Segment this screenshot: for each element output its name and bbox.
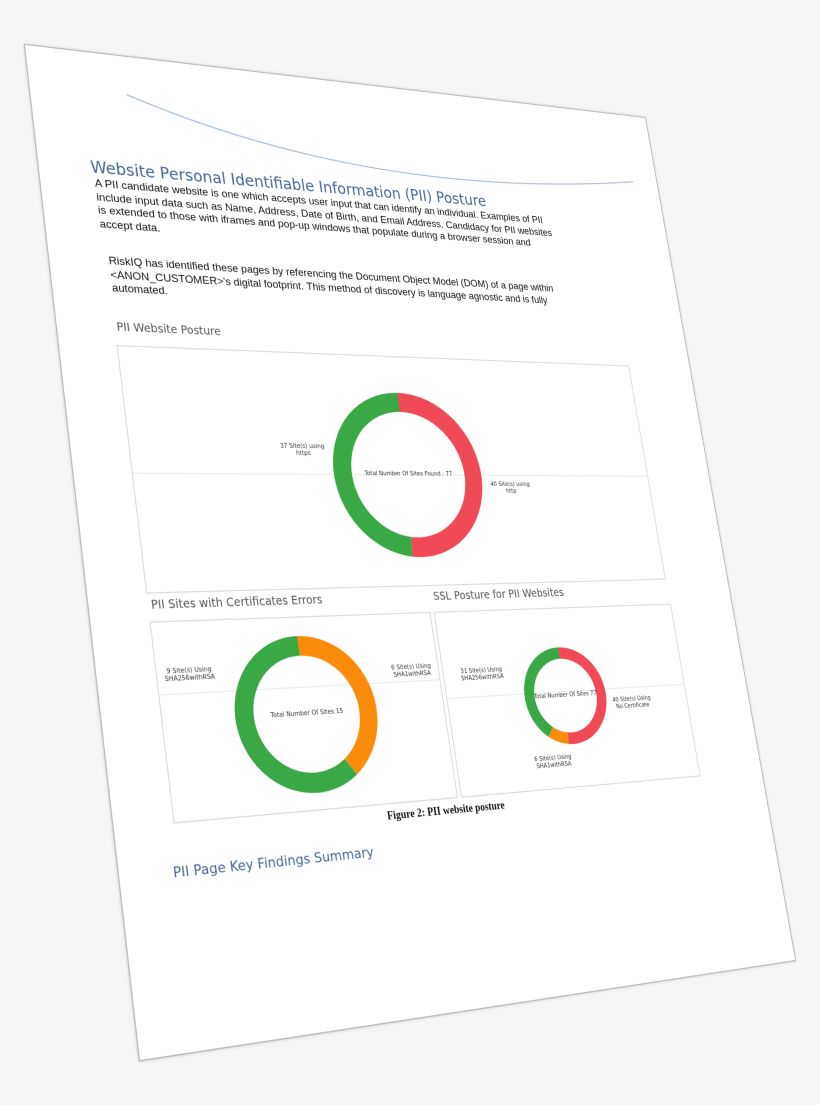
label-line: https — [281, 450, 326, 458]
chart-panel-ssl-posture: Total Number Of Sites 77 31 Site(s) Usin… — [434, 604, 701, 798]
donut-slice — [297, 633, 385, 777]
chart-title-cert-errors: PII Sites with Certificates Errors — [150, 594, 323, 613]
chart-panel-pii-website-posture: Total Number Of Sites Found : 77 37 Site… — [116, 345, 665, 594]
section-heading-findings: PII Page Key Findings Summary — [172, 844, 375, 882]
label-line: http — [491, 488, 531, 495]
label-line: 40 Site(s) using — [490, 481, 530, 488]
slice-label-sha256: 9 Site(s) Using SHA256withRSA — [163, 666, 215, 684]
slice-label-no-certificate: 40 Site(s) Using No Certificate — [612, 695, 652, 711]
chart-title-ssl-posture: SSL Posture for PII Websites — [432, 587, 564, 604]
slice-label-sha1: 6 Site(s) Using SHA1withRSA — [534, 754, 573, 772]
slice-label-sha256: 31 Site(s) Using SHA256withRSA — [460, 666, 505, 683]
document-page: Website Personal Identifiable Informatio… — [25, 45, 795, 1060]
donut-chart — [118, 346, 665, 592]
chart-title-pii-website-posture: PII Website Posture — [116, 321, 222, 339]
method-paragraph: RiskIQ has identified these pages by ref… — [108, 255, 558, 320]
chart-panel-cert-errors: Total Number Of Sites 15 9 Site(s) Using… — [149, 612, 458, 824]
slice-label-sha1: 6 Site(s) Using SHA1withRSA — [391, 663, 433, 680]
slice-label-http: 40 Site(s) using http — [490, 481, 531, 495]
donut-center-label: Total Number Of Sites Found : 77 — [364, 471, 453, 478]
slice-label-https: 37 Site(s) using https — [280, 443, 326, 458]
